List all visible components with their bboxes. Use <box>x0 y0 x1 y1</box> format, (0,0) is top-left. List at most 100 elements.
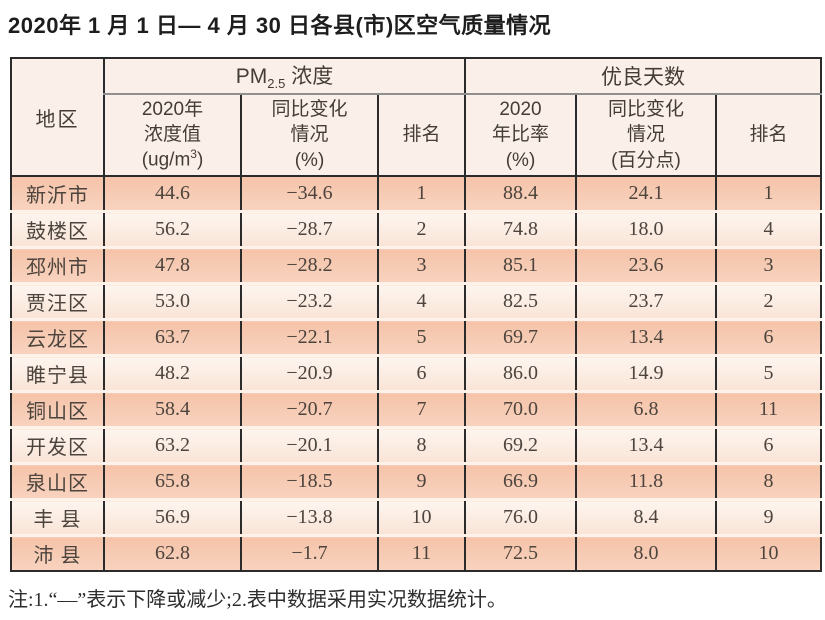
unit-text: (ug/m <box>141 149 191 171</box>
pm-change-cell: −13.8 <box>240 498 378 536</box>
col-header-line: 2020 <box>499 99 542 121</box>
region-cell: 睢宁县 <box>10 354 104 392</box>
good-ratio-cell: 86.0 <box>464 354 576 392</box>
table-row: 铜山区 58.4 −20.7 7 70.0 6.8 11 <box>10 390 822 428</box>
pm-value-cell: 56.2 <box>103 210 241 248</box>
pm-label: PM <box>235 65 268 89</box>
pm-rank-cell: 2 <box>377 210 465 248</box>
table-row: 沛 县 62.8 −1.7 11 72.5 8.0 10 <box>10 534 822 571</box>
pm-change-cell: −28.7 <box>240 210 378 248</box>
good-rank-cell: 3 <box>714 246 822 284</box>
pm-rank-cell: 6 <box>377 354 465 392</box>
pm-value-cell: 62.8 <box>103 534 241 571</box>
table-row: 丰 县 56.9 −13.8 10 76.0 8.4 9 <box>10 498 822 536</box>
pm-value-cell: 58.4 <box>103 390 241 428</box>
pm-value-cell: 63.2 <box>103 426 241 464</box>
good-days-group-header: 优良天数 <box>463 58 822 95</box>
pm-value-cell: 48.2 <box>103 354 241 392</box>
region-column-header: 地区 <box>10 58 104 177</box>
pm-value-cell: 63.7 <box>103 318 241 356</box>
region-cell: 鼓楼区 <box>10 210 104 248</box>
col-header-pm-value: 2020年 浓度值 (ug/m3) <box>103 94 241 177</box>
pm-change-cell: −34.6 <box>240 176 378 212</box>
good-rank-cell: 5 <box>714 354 822 392</box>
col-header-good-change: 同比变化 情况 (百分点) <box>575 94 716 177</box>
col-header-line: 情况 <box>626 124 665 146</box>
pm-change-cell: −20.1 <box>240 426 378 464</box>
table-row: 开发区 63.2 −20.1 8 69.2 13.4 6 <box>10 426 822 464</box>
good-rank-cell: 4 <box>714 210 822 248</box>
pm-change-cell: −1.7 <box>240 534 378 571</box>
good-ratio-cell: 69.2 <box>464 426 576 464</box>
good-ratio-cell: 82.5 <box>464 282 576 320</box>
good-ratio-cell: 76.0 <box>464 498 576 536</box>
pm-rank-cell: 10 <box>377 498 465 536</box>
sub-header-row: 2020年 浓度值 (ug/m3) 同比变化 情况 (%) 排名 2020 年比… <box>11 94 822 177</box>
col-header-line: 同比变化 <box>607 99 684 121</box>
region-cell: 贾汪区 <box>10 282 104 320</box>
col-header-line: 浓度值 <box>143 124 201 146</box>
good-change-cell: 23.7 <box>575 282 716 320</box>
page-title: 2020年 1 月 1 日— 4 月 30 日各县(市)区空气质量情况 <box>8 13 552 38</box>
pm-rank-cell: 9 <box>377 462 465 500</box>
good-change-cell: 23.6 <box>575 246 716 284</box>
good-ratio-cell: 72.5 <box>464 534 576 571</box>
col-header-line: 情况 <box>290 124 329 146</box>
col-header-pm-rank: 排名 <box>377 94 465 177</box>
good-change-cell: 11.8 <box>575 462 716 500</box>
good-rank-cell: 1 <box>714 176 822 212</box>
pm-rank-cell: 1 <box>377 176 465 212</box>
footnote: 注:1.“—”表示下降或减少;2.表中数据采用实况数据统计。 <box>8 589 507 611</box>
good-change-cell: 13.4 <box>575 318 716 356</box>
good-rank-cell: 6 <box>714 426 822 464</box>
table-row: 鼓楼区 56.2 −28.7 2 74.8 18.0 4 <box>10 210 822 248</box>
table-row: 邳州市 47.8 −28.2 3 85.1 23.6 3 <box>10 246 822 284</box>
pm-label-suffix: 浓度 <box>285 65 334 89</box>
region-cell: 邳州市 <box>10 246 104 284</box>
good-rank-cell: 2 <box>714 282 822 320</box>
pm-subscript: 2.5 <box>267 76 286 92</box>
good-change-cell: 14.9 <box>575 354 716 392</box>
good-change-cell: 24.1 <box>575 176 716 212</box>
pm-value-cell: 56.9 <box>103 498 241 536</box>
good-rank-cell: 8 <box>714 462 822 500</box>
pm-rank-cell: 5 <box>377 318 465 356</box>
region-cell: 泉山区 <box>10 462 104 500</box>
good-rank-cell: 9 <box>714 498 822 536</box>
region-cell: 丰 县 <box>10 498 104 536</box>
region-cell: 开发区 <box>10 426 104 464</box>
pm-change-cell: −28.2 <box>240 246 378 284</box>
pm-change-cell: −18.5 <box>240 462 378 500</box>
col-header-line: 同比变化 <box>271 99 348 121</box>
col-header-line: (%) <box>294 149 325 171</box>
table-row: 睢宁县 48.2 −20.9 6 86.0 14.9 5 <box>10 354 822 392</box>
pm-value-cell: 53.0 <box>103 282 241 320</box>
pm-change-cell: −22.1 <box>240 318 378 356</box>
col-header-line: 2020年 <box>141 99 204 121</box>
pm-value-cell: 44.6 <box>103 176 241 212</box>
table-body: 新沂市 44.6 −34.6 1 88.4 24.1 1 鼓楼区 56.2 −2… <box>10 176 822 571</box>
table-row: 泉山区 65.8 −18.5 9 66.9 11.8 8 <box>10 462 822 500</box>
good-rank-cell: 6 <box>714 318 822 356</box>
good-ratio-cell: 74.8 <box>464 210 576 248</box>
pm-change-cell: −23.2 <box>240 282 378 320</box>
pm-rank-cell: 4 <box>377 282 465 320</box>
pm-change-cell: −20.7 <box>240 390 378 428</box>
region-cell: 铜山区 <box>10 390 104 428</box>
group-header-row: 地区 PM2.5 浓度 优良天数 <box>10 58 822 177</box>
good-ratio-cell: 85.1 <box>464 246 576 284</box>
col-header-line: 年比率 <box>491 124 549 146</box>
good-rank-cell: 10 <box>714 534 822 571</box>
unit-superscript: 3 <box>190 147 197 162</box>
good-ratio-cell: 70.0 <box>464 390 576 428</box>
good-rank-cell: 11 <box>714 390 822 428</box>
col-header-pm-change: 同比变化 情况 (%) <box>240 94 378 177</box>
region-cell: 云龙区 <box>10 318 104 356</box>
good-ratio-cell: 88.4 <box>464 176 576 212</box>
col-header-good-ratio: 2020 年比率 (%) <box>464 94 576 177</box>
pm-rank-cell: 3 <box>377 246 465 284</box>
region-cell: 新沂市 <box>10 176 104 212</box>
col-header-good-rank: 排名 <box>714 94 822 177</box>
col-header-line: (ug/m3) <box>105 147 240 172</box>
